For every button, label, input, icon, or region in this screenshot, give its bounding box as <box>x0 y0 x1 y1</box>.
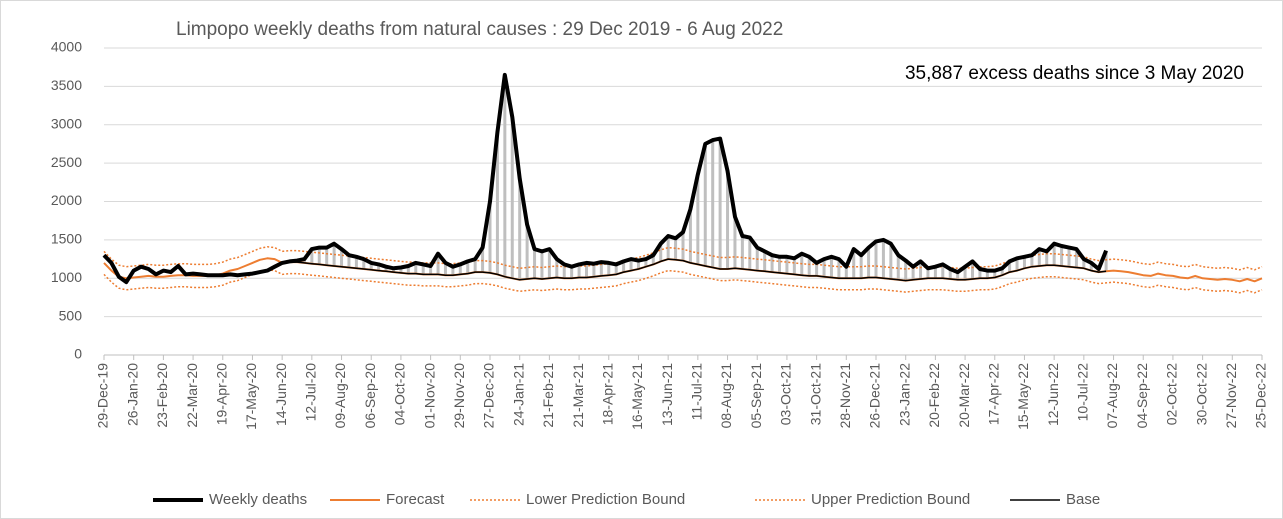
x-tick-label: 20-Mar-22 <box>956 363 972 428</box>
x-tick-label: 03-Oct-21 <box>778 363 794 425</box>
y-tick-label: 3000 <box>51 115 82 131</box>
x-tick-label: 26-Dec-21 <box>867 363 883 429</box>
y-tick-label: 2500 <box>51 154 82 170</box>
x-tick-label: 14-Jun-20 <box>273 363 289 426</box>
x-tick-label: 09-Aug-20 <box>332 363 348 429</box>
legend-label: Upper Prediction Bound <box>811 491 970 508</box>
series-line <box>103 246 1263 271</box>
series-line <box>103 254 1107 283</box>
x-tick-label: 10-Jul-22 <box>1075 363 1091 422</box>
x-tick-label: 26-Jan-20 <box>124 363 140 426</box>
x-tick-label: 02-Oct-22 <box>1164 363 1180 425</box>
y-tick-label: 1000 <box>51 269 82 285</box>
x-tick-label: 18-Apr-21 <box>599 363 615 425</box>
x-tick-label: 12-Jul-20 <box>303 363 319 422</box>
x-tick-label: 29-Nov-20 <box>451 363 467 429</box>
x-tick-label: 17-Apr-22 <box>985 363 1001 425</box>
x-tick-label: 24-Jan-21 <box>510 363 526 426</box>
x-tick-label: 05-Sep-21 <box>748 363 764 429</box>
legend-label: Lower Prediction Bound <box>526 491 685 508</box>
x-tick-label: 31-Oct-21 <box>807 363 823 425</box>
chart-title: Limpopo weekly deaths from natural cause… <box>176 19 783 40</box>
y-tick-label: 2000 <box>51 192 82 208</box>
x-tick-label: 11-Jul-21 <box>689 363 705 421</box>
x-tick-label: 12-Jun-22 <box>1045 363 1061 426</box>
x-tick-label: 27-Dec-20 <box>481 363 497 429</box>
x-tick-label: 21-Mar-21 <box>570 363 586 428</box>
x-tick-label: 23-Jan-22 <box>896 363 912 426</box>
x-tick-label: 04-Oct-20 <box>392 363 408 425</box>
x-tick-label: 21-Feb-21 <box>540 363 556 428</box>
x-tick-label: 04-Sep-22 <box>1134 363 1150 429</box>
x-tick-label: 06-Sep-20 <box>362 363 378 429</box>
series-line <box>103 269 1263 294</box>
x-tick-label: 13-Jun-21 <box>659 363 675 426</box>
x-tick-label: 27-Nov-22 <box>1223 363 1239 429</box>
y-tick-label: 3500 <box>51 77 82 93</box>
x-tick-label: 07-Aug-22 <box>1104 363 1120 429</box>
x-tick-label: 28-Nov-21 <box>837 363 853 429</box>
x-tick-label: 17-May-20 <box>243 363 259 430</box>
x-tick-label: 01-Nov-20 <box>421 363 437 429</box>
x-tick-label: 16-May-21 <box>629 363 645 430</box>
x-tick-label: 30-Oct-22 <box>1193 363 1209 425</box>
x-tick-label: 23-Feb-20 <box>154 363 170 428</box>
x-tick-label: 22-Mar-20 <box>184 363 200 428</box>
y-tick-label: 1500 <box>51 231 82 247</box>
y-tick-label: 500 <box>59 307 83 323</box>
x-tick-label: 19-Apr-20 <box>213 363 229 425</box>
legend-label: Base <box>1066 491 1100 508</box>
x-tick-label: 15-May-22 <box>1015 363 1031 430</box>
legend-label: Weekly deaths <box>209 491 307 508</box>
legend-label: Forecast <box>386 491 445 508</box>
y-tick-label: 4000 <box>51 39 82 55</box>
x-tick-label: 25-Dec-22 <box>1253 363 1269 429</box>
annotation: 35,887 excess deaths since 3 May 2020 <box>905 63 1244 84</box>
y-tick-label: 0 <box>74 346 82 362</box>
x-tick-label: 29-Dec-19 <box>95 363 111 429</box>
x-tick-label: 08-Aug-21 <box>718 363 734 429</box>
x-tick-label: 20-Feb-22 <box>926 363 942 428</box>
